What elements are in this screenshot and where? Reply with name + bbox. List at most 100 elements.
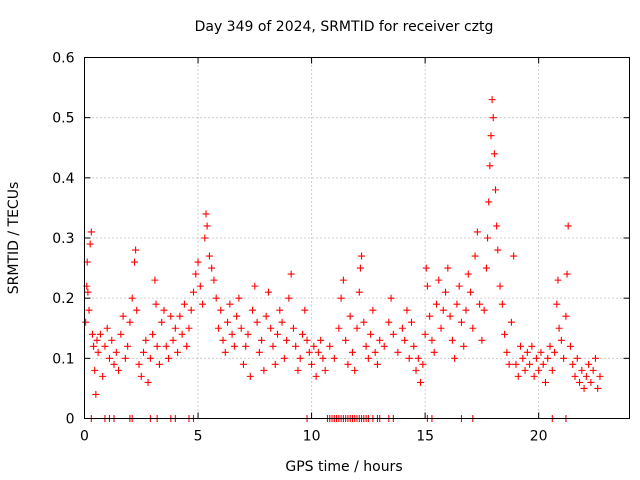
data-point — [271, 360, 279, 368]
data-point — [149, 330, 157, 338]
data-point — [551, 348, 559, 356]
data-point — [501, 330, 509, 338]
data-point — [498, 300, 506, 308]
data-point — [398, 324, 406, 332]
data-point — [562, 312, 570, 320]
data-point — [446, 312, 454, 320]
data-point — [471, 252, 479, 260]
data-point — [532, 354, 540, 362]
data-point — [185, 324, 193, 332]
x-tick-label: 15 — [416, 429, 434, 445]
data-point — [537, 348, 545, 356]
data-point — [548, 366, 556, 374]
data-point — [484, 234, 492, 242]
data-point — [530, 372, 538, 380]
data-point — [521, 366, 529, 374]
data-point — [462, 306, 470, 314]
data-point — [428, 336, 436, 344]
data-point — [591, 354, 599, 362]
data-point — [319, 354, 327, 362]
data-point — [155, 360, 163, 368]
data-point — [353, 324, 361, 332]
data-point — [493, 222, 501, 230]
data-point — [410, 342, 418, 350]
data-point — [563, 270, 571, 278]
data-point — [187, 306, 195, 314]
data-point — [92, 390, 100, 398]
data-point — [594, 384, 602, 392]
data-point — [130, 258, 138, 266]
data-point — [121, 354, 129, 362]
data-point — [226, 300, 234, 308]
data-point — [190, 288, 197, 296]
data-point — [442, 288, 450, 296]
y-tick-label: 0.3 — [52, 231, 74, 247]
y-tick-label: 0.4 — [52, 171, 74, 187]
data-point — [251, 282, 259, 290]
data-point — [312, 372, 320, 380]
data-point — [356, 264, 364, 272]
data-point — [457, 318, 465, 326]
data-point — [176, 312, 184, 320]
data-point — [274, 330, 282, 338]
data-point — [488, 96, 496, 104]
data-point — [194, 258, 202, 266]
y-tick-label: 0 — [66, 412, 75, 428]
data-point — [467, 288, 475, 296]
data-point — [292, 342, 300, 350]
data-point — [269, 342, 277, 350]
data-point — [523, 348, 531, 356]
data-point — [554, 276, 562, 284]
data-point — [82, 318, 90, 326]
data-point — [482, 264, 490, 272]
data-point — [233, 312, 241, 320]
data-point — [153, 342, 161, 350]
data-point — [539, 360, 547, 368]
data-point — [88, 330, 96, 338]
data-point — [494, 246, 502, 254]
data-point — [364, 354, 372, 362]
data-point — [369, 306, 377, 314]
data-point — [419, 360, 427, 368]
data-point — [126, 318, 134, 326]
data-point — [219, 336, 227, 344]
data-point — [348, 348, 356, 356]
data-point — [258, 336, 266, 344]
data-point — [314, 348, 322, 356]
data-point — [485, 198, 493, 206]
data-point — [235, 294, 243, 302]
data-point — [371, 348, 379, 356]
data-point — [301, 306, 309, 314]
data-point — [387, 294, 395, 302]
data-point — [360, 318, 368, 326]
data-point — [582, 372, 590, 380]
data-series-srmtid — [82, 96, 604, 422]
data-point — [464, 270, 472, 278]
data-point — [355, 288, 363, 296]
data-point — [108, 336, 116, 344]
data-point — [394, 348, 402, 356]
data-point — [367, 330, 375, 338]
data-point — [87, 228, 95, 236]
data-point — [115, 366, 123, 374]
data-point — [492, 186, 500, 194]
data-point — [192, 270, 200, 278]
data-point — [174, 348, 182, 356]
data-point — [237, 324, 245, 332]
data-point — [510, 252, 518, 260]
data-point — [321, 366, 329, 374]
data-point — [423, 282, 431, 290]
data-point — [564, 222, 572, 230]
data-point — [224, 318, 232, 326]
data-point — [205, 252, 213, 260]
data-point — [535, 366, 543, 374]
data-point — [299, 330, 306, 338]
data-point — [199, 300, 207, 308]
data-point — [507, 318, 515, 326]
data-point — [541, 378, 549, 386]
data-point — [385, 318, 393, 326]
data-point — [94, 348, 102, 356]
data-point — [296, 354, 304, 362]
data-point — [285, 294, 293, 302]
data-point — [417, 378, 425, 386]
